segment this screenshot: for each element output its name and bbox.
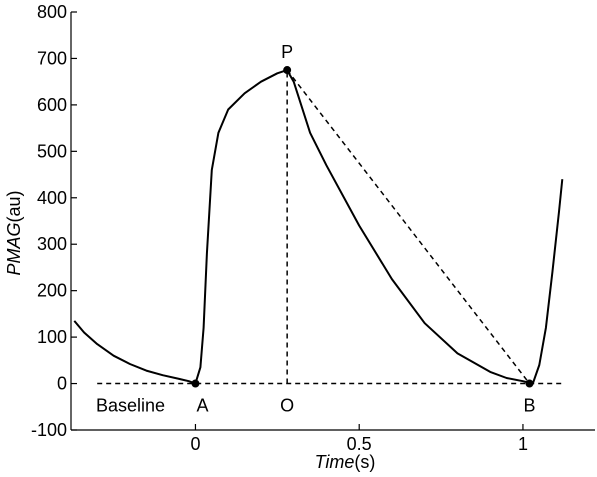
y-tick-label-1: 0: [57, 374, 67, 394]
x-tick-label-0: 0: [190, 434, 200, 454]
y-tick-label-8: 700: [37, 48, 67, 68]
marker-a: [191, 379, 200, 388]
marker-label-a: A: [196, 396, 208, 416]
x-tick-label-1: 0.5: [347, 434, 372, 454]
y-tick-label-9: 800: [37, 2, 67, 22]
labels: A P B O Baseline: [96, 42, 536, 416]
y-axis-label-unit: (au): [4, 190, 24, 222]
y-tick-label-4: 300: [37, 234, 67, 254]
x-axis-label-unit: (s): [354, 452, 375, 472]
x-axis-label: Time(s): [315, 452, 376, 472]
marker-b: [525, 379, 534, 388]
marker-label-p: P: [281, 42, 293, 62]
baseline-label: Baseline: [96, 396, 165, 416]
y-tick-label-3: 200: [37, 281, 67, 301]
x-axis-label-var: Time: [315, 452, 355, 472]
y-tick-label-0: -100: [31, 420, 67, 440]
axes: -100 0 100 200 300 400 500 600 700 800 0 0.5 1: [31, 2, 595, 454]
marker-label-b: B: [523, 396, 535, 416]
y-tick-label-2: 100: [37, 327, 67, 347]
series-line-0: [73, 69, 564, 385]
y-axis-label: PMAG(au): [4, 190, 24, 275]
y-axis-label-var: PMAG: [4, 223, 24, 276]
annotation-o: O: [280, 396, 294, 416]
x-tick-label-2: 1: [518, 434, 528, 454]
marker-p: [283, 66, 292, 75]
dashed-segment-0: [286, 69, 531, 385]
plot-area: [73, 66, 564, 388]
y-tick-label-5: 400: [37, 188, 67, 208]
y-tick-label-6: 500: [37, 141, 67, 161]
y-tick-label-7: 600: [37, 95, 67, 115]
